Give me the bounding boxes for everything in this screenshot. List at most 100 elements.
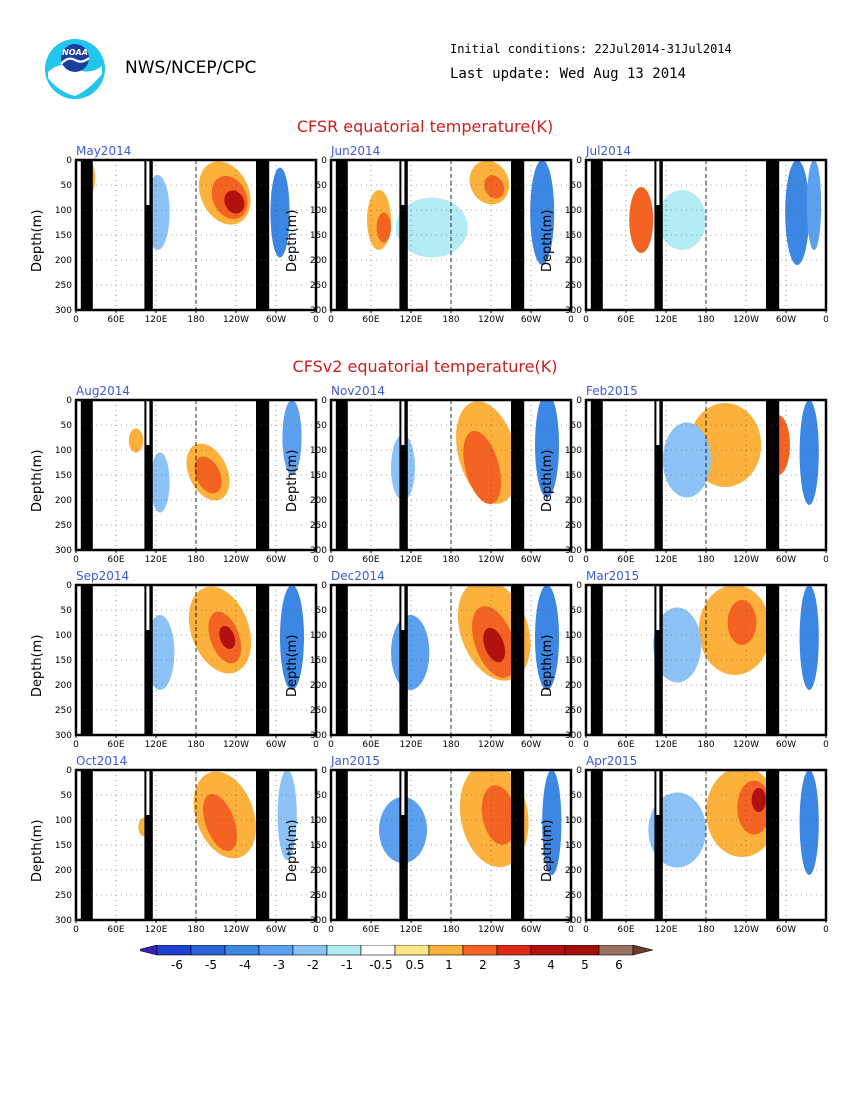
y-tick-label: 250	[565, 706, 582, 716]
panel-title: Apr2015	[586, 754, 638, 768]
x-tick-label: 60E	[362, 925, 379, 935]
land-mask	[511, 770, 525, 920]
anomaly-shading	[535, 585, 559, 690]
y-tick-label: 250	[565, 281, 582, 291]
colorbar: -6 -5 -4 -3 -2 -1 -0.5 0.5 1 2 3 4 5 6	[140, 945, 654, 972]
x-tick-label: 180	[442, 740, 459, 750]
land-mask	[766, 585, 780, 735]
y-tick-label: 0	[321, 396, 327, 406]
y-tick-label: 100	[55, 816, 72, 826]
anomaly-shading	[727, 600, 757, 645]
y-axis-label: Depth(m)	[30, 819, 45, 882]
y-tick-label: 200	[565, 496, 582, 506]
anomaly-shading	[194, 456, 222, 494]
panel-title: Sep2014	[76, 569, 130, 583]
y-tick-label: 300	[55, 546, 72, 556]
x-tick-label: 60E	[362, 315, 379, 325]
x-tick-label: 0	[583, 740, 589, 750]
x-tick-label: 60W	[521, 740, 541, 750]
x-tick-label: 60E	[362, 555, 379, 565]
anomaly-shading	[629, 187, 654, 253]
colorbar-label: -6	[171, 958, 183, 972]
anomaly-shading	[150, 452, 170, 513]
x-tick-label: 0	[823, 925, 828, 935]
x-tick-label: 0	[313, 555, 318, 565]
anomaly-shading	[653, 607, 702, 683]
y-tick-label: 150	[310, 231, 327, 241]
y-tick-label: 150	[565, 656, 582, 666]
x-tick-label: 60W	[521, 925, 541, 935]
anomaly-shading	[483, 627, 506, 663]
y-tick-label: 250	[55, 281, 72, 291]
land-mask	[654, 160, 663, 310]
y-tick-label: 300	[310, 306, 327, 316]
x-tick-label: 120W	[223, 555, 249, 565]
panel-title: Feb2015	[586, 384, 638, 398]
cfsr-section-title: CFSR equatorial temperature(K)	[296, 117, 554, 136]
anomaly-shading	[391, 615, 430, 690]
x-tick-label: 0	[313, 925, 318, 935]
x-tick-label: 120W	[223, 740, 249, 750]
x-tick-label: 120W	[733, 315, 759, 325]
colorbar-swatch	[292, 945, 328, 956]
colorbar-label: 5	[581, 958, 589, 972]
x-tick-label: 0	[583, 315, 589, 325]
land-mask	[144, 160, 153, 310]
y-tick-label: 100	[55, 446, 72, 456]
y-tick-label: 100	[310, 816, 327, 826]
x-tick-label: 120E	[400, 315, 423, 325]
anomaly-shading	[277, 770, 297, 860]
last-update: Last update: Wed Aug 13 2014	[450, 66, 687, 82]
x-tick-label: 120E	[145, 315, 168, 325]
y-tick-label: 0	[66, 156, 72, 166]
x-tick-label: 60E	[107, 315, 124, 325]
x-tick-label: 60W	[521, 555, 541, 565]
y-tick-label: 300	[55, 731, 72, 741]
colorbar-swatch	[496, 945, 532, 956]
anomaly-shading	[463, 431, 502, 504]
land-mask	[399, 585, 408, 735]
colorbar-label: 6	[615, 958, 623, 972]
x-tick-label: 120W	[478, 925, 504, 935]
colorbar-label: -1	[341, 958, 353, 972]
x-tick-label: 120E	[145, 555, 168, 565]
y-tick-label: 0	[66, 581, 72, 591]
colorbar-swatch	[598, 945, 634, 956]
anomaly-shading	[270, 167, 290, 258]
cfsv2-section-title: CFSv2 equatorial temperature(K)	[292, 357, 558, 376]
land-mask	[654, 400, 663, 550]
y-axis-label: Depth(m)	[540, 634, 555, 697]
y-tick-label: 50	[316, 181, 328, 191]
y-axis-label: Depth(m)	[285, 209, 300, 272]
y-tick-label: 250	[565, 521, 582, 531]
y-tick-label: 50	[61, 181, 73, 191]
x-tick-label: 60W	[266, 925, 286, 935]
land-mask	[399, 400, 408, 550]
y-tick-label: 200	[565, 256, 582, 266]
y-tick-label: 50	[316, 791, 328, 801]
x-tick-label: 180	[697, 740, 714, 750]
panel-title: Aug2014	[76, 384, 130, 398]
anomaly-shading	[530, 160, 555, 265]
x-tick-label: 0	[328, 315, 334, 325]
y-tick-label: 300	[310, 546, 327, 556]
x-tick-label: 0	[73, 925, 79, 935]
colorbar-label: 3	[513, 958, 521, 972]
y-tick-label: 100	[565, 206, 582, 216]
y-tick-label: 150	[565, 231, 582, 241]
x-tick-label: 120E	[400, 925, 423, 935]
land-mask	[144, 585, 153, 735]
y-tick-label: 150	[55, 656, 72, 666]
panel-title: Nov2014	[331, 384, 385, 398]
panel-title: Jun2014	[331, 144, 381, 158]
x-tick-label: 0	[328, 925, 334, 935]
x-tick-label: 120W	[478, 315, 504, 325]
x-tick-label: 0	[568, 315, 573, 325]
anomaly-shading	[542, 770, 562, 875]
initial-conditions: Initial conditions: 22Jul2014-31Jul2014	[450, 42, 732, 56]
